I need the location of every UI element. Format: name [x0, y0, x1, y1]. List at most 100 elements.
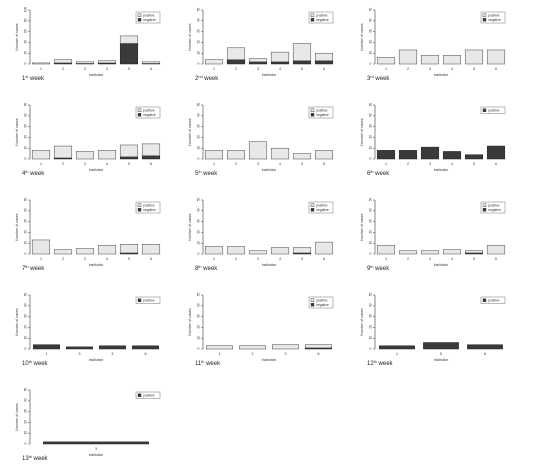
legend-label-positive: positive: [316, 204, 328, 208]
panel-week-8: 0 10 20 30 40 50 Number of cases 1 2 3 4 5 6 Institut…: [188, 198, 334, 272]
x-axis-label: Institution: [434, 73, 449, 77]
x-tick-label: 5: [128, 67, 130, 71]
y-tick-label: 40: [24, 113, 28, 117]
week-word: week: [203, 76, 220, 82]
x-tick-label: 2: [252, 352, 254, 356]
x-tick-label: 2: [62, 162, 64, 166]
week-word: week: [374, 266, 391, 272]
y-tick-label: 100: [24, 7, 28, 13]
y-tick-label: 50: [24, 293, 28, 297]
x-tick-label: 4: [106, 162, 108, 166]
x-axis-label: Institution: [262, 263, 277, 267]
bar-positive: [53, 145, 73, 159]
bar-negative: [270, 61, 290, 65]
y-tick-label: 40: [369, 208, 373, 212]
x-tick-label: 5: [128, 162, 130, 166]
y-tick-label: 50: [197, 8, 201, 12]
panel-week-12: 0 10 20 30 40 50 Number of cases 1 5 6 Institution…: [360, 293, 506, 367]
y-tick-label: 40: [24, 40, 28, 44]
y-tick-label: 0: [369, 252, 373, 254]
panel-week-label: 10th week: [22, 360, 49, 367]
bar-positive: [292, 43, 312, 62]
y-tick-label: 40: [24, 303, 28, 307]
panel-week-7: 0 10 20 30 40 50 Number of cases 1 2 3 4 5 6 Institut…: [15, 198, 161, 272]
bar-positive: [31, 62, 51, 65]
bar-positive: [97, 150, 117, 160]
week-word: week: [377, 361, 394, 367]
bar-positive: [53, 59, 73, 64]
bar-positive: [486, 49, 506, 65]
x-axis-label: Institution: [89, 358, 104, 362]
legend-swatch-positive: [482, 203, 487, 208]
y-tick-label: 20: [24, 420, 28, 424]
y-tick-label: 10: [197, 51, 201, 55]
bar-negative: [66, 346, 93, 350]
bar-positive: [239, 345, 266, 350]
legend-swatch-negative: [310, 18, 315, 22]
legend-label-positive: positive: [488, 204, 500, 208]
week-number: 10: [22, 361, 29, 367]
y-axis-label: Number of cases: [188, 118, 192, 145]
bar-negative: [398, 150, 418, 160]
y-tick-label: 40: [369, 303, 373, 307]
y-tick-label: 40: [197, 113, 201, 117]
x-tick-label: 6: [145, 352, 147, 356]
bar-positive: [75, 61, 95, 64]
legend-box: [480, 106, 506, 114]
x-tick-label: 1: [385, 67, 387, 71]
bar-positive: [376, 245, 396, 255]
x-tick-label: 1: [46, 352, 48, 356]
legend-swatch-negative: [137, 18, 142, 22]
legend-box: [135, 391, 161, 399]
panel-week-label: 7th week: [22, 265, 45, 272]
y-tick-label: 10: [369, 241, 373, 245]
bar-positive: [53, 249, 73, 255]
bar-positive: [292, 153, 312, 160]
bar-negative: [42, 441, 150, 445]
x-tick-label: 5: [112, 352, 114, 356]
bar-negative: [248, 61, 268, 65]
x-tick-label: 5: [440, 352, 442, 356]
y-tick-label: 40: [369, 18, 373, 22]
y-tick-label: 0: [369, 347, 373, 349]
legend-swatch-negative: [310, 208, 315, 212]
legend-swatch-negative: [482, 208, 487, 212]
x-tick-label: 1: [385, 162, 387, 166]
x-axis-label: Institution: [262, 73, 277, 77]
week-number: 11: [195, 361, 202, 367]
y-axis-label: Number of cases: [15, 118, 19, 145]
y-tick-label: 30: [197, 124, 201, 128]
week-number: 3: [367, 76, 371, 82]
x-tick-label: 1: [40, 162, 42, 166]
panel-week-label: 4th week: [22, 170, 45, 177]
y-tick-label: 10: [369, 146, 373, 150]
week-word: week: [374, 171, 391, 177]
bar-positive: [398, 250, 418, 255]
y-axis-label: Number of cases: [15, 308, 19, 335]
bar-negative: [442, 151, 462, 160]
bar-positive: [442, 55, 462, 65]
x-axis-label: Institution: [262, 168, 277, 172]
x-axis-label: Institution: [89, 168, 104, 172]
week-number: 6: [367, 171, 371, 177]
legend-label-positive: positive: [488, 109, 500, 113]
x-tick-label: 2: [407, 67, 409, 71]
y-tick-label: 30: [369, 219, 373, 223]
y-tick-label: 50: [197, 103, 201, 107]
x-tick-label: 4: [106, 257, 108, 261]
y-tick-label: 10: [197, 146, 201, 150]
panel-week-1: 0 20 40 60 80 100 Number of cases 1 2 3 4 5 6 Institu…: [15, 7, 161, 82]
legend-box: [308, 201, 334, 214]
panel-week-9: 0 10 20 30 40 50 Number of cases 1 2 3 4 5 6 Institut…: [360, 198, 506, 272]
x-tick-label: 5: [128, 257, 130, 261]
y-tick-label: 40: [197, 303, 201, 307]
y-tick-label: 0: [197, 347, 201, 349]
legend-label-positive: positive: [143, 394, 155, 398]
legend-label-negative: negative: [143, 113, 156, 117]
x-tick-label: 2: [235, 162, 237, 166]
x-tick-label: 3: [429, 257, 431, 261]
bar-positive: [272, 344, 299, 350]
legend-label-positive: positive: [143, 204, 155, 208]
week-ordinal-suffix: th: [25, 170, 28, 174]
x-tick-label: 4: [451, 67, 453, 71]
